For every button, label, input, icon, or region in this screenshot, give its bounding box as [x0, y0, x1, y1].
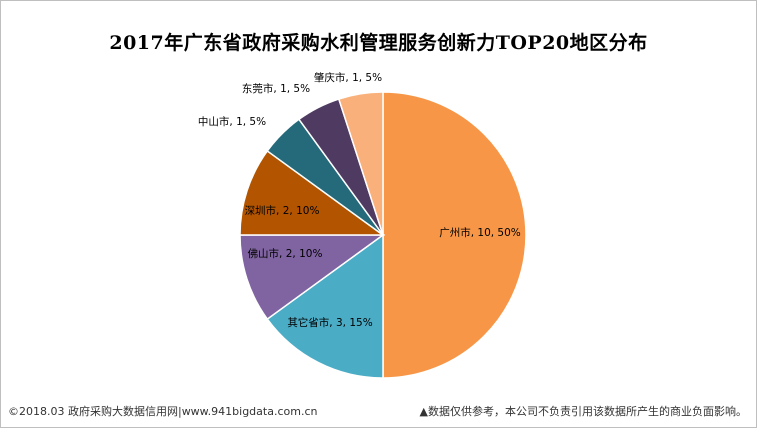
- pie-slice-3: [239, 234, 386, 321]
- slice-label-4: 深圳市, 2, 10%: [245, 204, 320, 217]
- disclaimer-note: ▲数据仅供参考，本公司不负责引用该数据所产生的商业负面影响。: [419, 405, 747, 418]
- slice-label-3: 佛山市, 2, 10%: [248, 247, 323, 260]
- slice-label-1: 广州市, 10, 50%: [439, 226, 521, 239]
- chart-title: 2017年广东省政府采购水利管理服务创新力TOP20地区分布: [109, 32, 648, 54]
- slice-label-6: 东莞市, 1, 5%: [242, 82, 310, 95]
- pie-slice-4: [239, 149, 386, 236]
- pie-slice-7: [337, 91, 384, 236]
- pie-slice-2: [266, 233, 384, 379]
- slice-label-7: 肇庆市, 1, 5%: [314, 71, 382, 84]
- source-note: ©2018.03 政府采购大数据信用网|www.941bigdata.com.c…: [8, 405, 318, 418]
- slice-label-2: 其它省市, 3, 15%: [287, 316, 372, 329]
- pie-slice-1: [382, 91, 527, 379]
- slice-label-5: 中山市, 1, 5%: [198, 115, 266, 128]
